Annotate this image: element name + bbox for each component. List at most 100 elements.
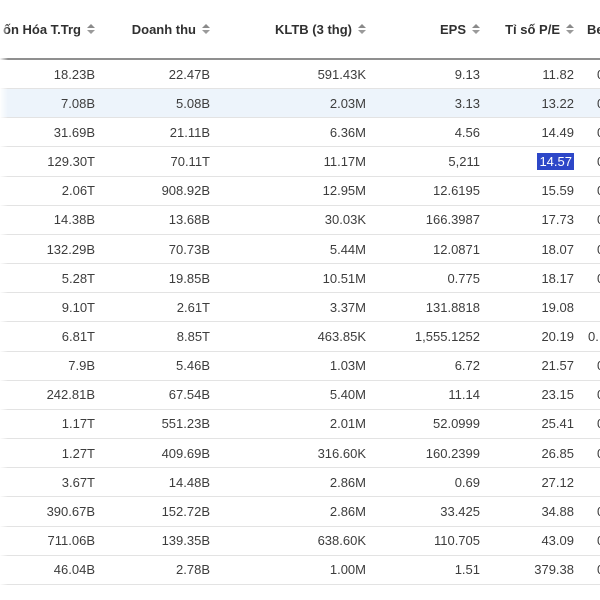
table-cell: 1.51	[454, 562, 480, 578]
table-cell: 34.88	[541, 503, 574, 519]
table-cell: 908.92B	[161, 183, 210, 199]
table-cell: 390.67B	[46, 503, 95, 519]
table-cell: 711.06B	[47, 533, 95, 549]
table-cell: 17.73	[541, 212, 574, 228]
column-header-revenue[interactable]: Doanh thu	[99, 0, 214, 58]
table-row[interactable]: 132.29B 70.73B 5.44M 12.0871 18.070	[0, 234, 600, 265]
table-cell: 33.425	[440, 503, 480, 519]
table-row[interactable]: 9.10T 2.61T 3.37M 131.8818 19.08	[0, 293, 600, 323]
table-row[interactable]: 129.30T 70.11T 11.17M 5,211 14.570	[0, 147, 600, 177]
table-cell: 6.36M	[329, 124, 366, 140]
table-row[interactable]: 3.67T 14.48B 2.86M 0.69 27.12	[0, 468, 600, 498]
table-header-row: ốn Hóa T.Trg Doanh thu KLTB (3 thg) EPS …	[0, 0, 600, 60]
table-cell: 0.775	[447, 270, 480, 286]
table-cell: 4.56	[454, 124, 480, 140]
table-cell: 5.08B	[176, 95, 210, 111]
table-cell: 9.10T	[61, 299, 95, 315]
table-row[interactable]: 18.23B 22.47B 591.43K 9.13 11.820	[0, 60, 600, 90]
selected-cell-value[interactable]: 14.57	[537, 153, 574, 171]
table-body: 18.23B22.47B591.43K9.1311.8207.08B5.08B2…	[0, 60, 600, 585]
table-cell: 1.00M	[329, 562, 366, 578]
table-cell: 7.9B	[68, 358, 95, 374]
table-cell: 0	[578, 352, 600, 380]
table-cell: 2.78B	[176, 562, 210, 578]
table-cell: 5.44M	[329, 241, 366, 257]
table-cell: 13.68B	[168, 212, 210, 228]
table-cell: 316.60K	[317, 445, 366, 461]
table-row[interactable]: 2.06T 908.92B 12.95M 12.6195 15.590	[0, 176, 600, 206]
table-cell: 1,555.1252	[414, 328, 480, 344]
table-cell: 14.38B	[53, 212, 95, 228]
table-cell: 26.85	[541, 445, 574, 461]
table-cell: 11.17M	[323, 154, 366, 170]
table-cell: 21.11B	[169, 124, 210, 140]
column-header-label: KLTB (3 thg)	[274, 21, 352, 37]
table-cell: 22.47B	[168, 66, 210, 82]
column-header-eps[interactable]: EPS	[370, 0, 484, 58]
table-row[interactable]: 7.08B 5.08B 2.03M 3.13 13.220	[0, 89, 600, 119]
table-cell: 0	[578, 381, 600, 409]
column-header-beta[interactable]: Be	[578, 0, 600, 58]
column-header-label: EPS	[439, 21, 466, 37]
table-cell: 129.30T	[47, 154, 95, 170]
column-header-market-cap[interactable]: ốn Hóa T.Trg	[0, 0, 99, 58]
table-cell: 242.81B	[46, 387, 95, 403]
table-cell: 11.82	[542, 66, 574, 82]
table-cell	[578, 293, 600, 321]
column-header-pe-ratio[interactable]: Tỉ số P/E	[484, 0, 578, 58]
table-cell: 5,211	[448, 154, 480, 170]
table-row[interactable]: 31.69B 21.11B 6.36M 4.56 14.490	[0, 118, 600, 148]
column-header-avg-volume[interactable]: KLTB (3 thg)	[214, 0, 370, 58]
table-row[interactable]: 1.27T 409.69B 316.60K 160.2399 26.850	[0, 439, 600, 469]
table-cell: 379.38	[534, 562, 574, 578]
table-cell: 0	[578, 264, 600, 292]
table-row[interactable]: 14.38B 13.68B 30.03K 166.3987 17.730	[0, 205, 600, 235]
table-row[interactable]: 46.04B 2.78B 1.00M 1.51 379.380	[0, 555, 600, 585]
stock-screener-table: ốn Hóa T.Trg Doanh thu KLTB (3 thg) EPS …	[0, 0, 600, 585]
table-row[interactable]: 7.9B 5.46B 1.03M 6.72 21.570	[0, 351, 600, 381]
table-cell: 20.19	[541, 328, 574, 344]
table-cell: 14.49	[541, 124, 574, 140]
table-cell: 43.09	[541, 533, 574, 549]
column-header-label: ốn Hóa T.Trg	[3, 21, 81, 37]
sort-icon	[87, 24, 95, 34]
table-row[interactable]: 1.17T 551.23B 2.01M 52.0999 25.410	[0, 409, 600, 440]
table-cell: 12.6195	[433, 183, 480, 199]
table-row[interactable]: 711.06B 139.35B 638.60K 110.705 43.090	[0, 526, 600, 556]
table-row[interactable]: 390.67B 152.72B 2.86M 33.425 34.880	[0, 497, 600, 527]
table-cell: 6.81T	[61, 328, 95, 344]
table-cell: 67.54B	[168, 387, 210, 403]
table-cell: 0	[578, 556, 600, 584]
table-cell: 132.29B	[46, 241, 95, 257]
table-cell: 166.3987	[425, 212, 480, 228]
table-cell: 1.17T	[61, 416, 95, 432]
column-header-label: Tỉ số P/E	[505, 21, 560, 37]
table-cell: 30.03K	[324, 212, 366, 228]
table-cell: 5.40M	[329, 387, 366, 403]
table-cell: 9.13	[454, 66, 480, 82]
table-cell: 152.72B	[161, 503, 210, 519]
table-cell: 46.04B	[53, 562, 95, 578]
table-row[interactable]: 242.81B 67.54B 5.40M 11.14 23.150	[0, 380, 600, 410]
table-cell: 18.07	[541, 241, 574, 257]
table-row[interactable]: 5.28T 19.85B 10.51M 0.775 18.170	[0, 264, 600, 294]
table-row[interactable]: 6.81T 8.85T 463.85K 1,555.1252 20.19 0.	[0, 322, 600, 352]
table-cell: 7.08B	[61, 95, 95, 111]
table-cell: 2.01M	[329, 416, 366, 432]
table-cell: 139.35B	[161, 533, 210, 549]
table-cell: 31.69B	[53, 124, 95, 140]
table-cell: 2.86M	[329, 474, 366, 490]
table-cell: 15.59	[541, 183, 574, 199]
table-cell: 551.23B	[161, 416, 210, 432]
table-cell: 18.17	[541, 270, 574, 286]
table-cell: 0	[578, 177, 600, 205]
table-cell: 0	[578, 147, 600, 175]
table-cell: 12.95M	[322, 183, 366, 199]
table-cell: 0	[578, 89, 600, 117]
table-cell: 1.03M	[329, 358, 366, 374]
table-cell: 3.13	[454, 95, 480, 111]
table-cell: 18.23B	[53, 66, 95, 82]
table-cell: 19.08	[541, 299, 574, 315]
table-cell: 0	[578, 410, 600, 438]
table-cell: 2.03M	[329, 95, 366, 111]
